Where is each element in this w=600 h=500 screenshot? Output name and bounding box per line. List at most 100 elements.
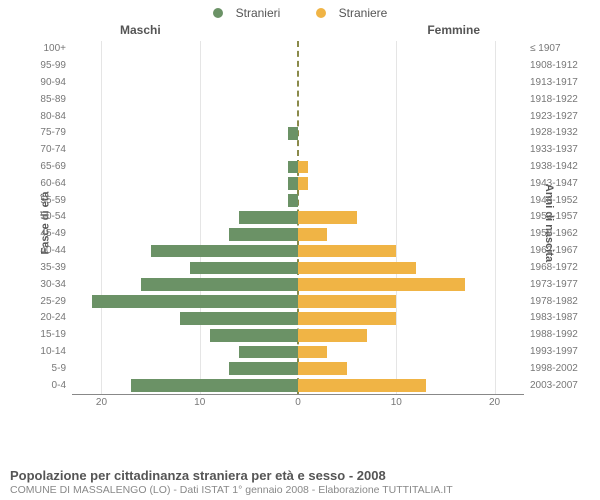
birth-year-label: 1953-1957 (530, 212, 578, 222)
age-label: 100+ (43, 44, 66, 54)
chart-row: 75-791928-1932 (72, 125, 524, 142)
bar-male (288, 161, 298, 174)
x-axis-ticks: 201001020 (72, 397, 524, 411)
birth-year-label: 1988-1992 (530, 330, 578, 340)
chart-row: 55-591948-1952 (72, 192, 524, 209)
legend-item-male: Stranieri (205, 6, 289, 20)
bar-male (180, 312, 298, 325)
birth-year-label: 1918-1922 (530, 95, 578, 105)
x-tick-label: 20 (96, 397, 107, 408)
age-label: 50-54 (40, 212, 66, 222)
age-label: 30-34 (40, 280, 66, 290)
bar-male (151, 245, 298, 258)
bar-female (298, 278, 465, 291)
chart-row: 35-391968-1972 (72, 260, 524, 277)
bar-male (288, 127, 298, 140)
chart-row: 90-941913-1917 (72, 75, 524, 92)
bar-female (298, 177, 308, 190)
age-label: 20-24 (40, 313, 66, 323)
bar-female (298, 228, 327, 241)
bar-male (239, 346, 298, 359)
column-title-male: Maschi (120, 23, 161, 37)
age-label: 95-99 (40, 61, 66, 71)
chart-row: 60-641943-1947 (72, 175, 524, 192)
legend-label-female: Straniere (339, 6, 388, 20)
chart-row: 65-691938-1942 (72, 159, 524, 176)
age-label: 85-89 (40, 95, 66, 105)
legend-item-female: Straniere (308, 6, 396, 20)
legend-swatch-female (316, 8, 326, 18)
birth-year-label: 1993-1997 (530, 347, 578, 357)
bar-male (288, 194, 298, 207)
chart-row: 85-891918-1922 (72, 91, 524, 108)
birth-year-label: 1913-1917 (530, 78, 578, 88)
bar-female (298, 295, 396, 308)
birth-year-label: 1933-1937 (530, 145, 578, 155)
bar-male (131, 379, 298, 392)
birth-year-label: 1978-1982 (530, 297, 578, 307)
chart-row: 30-341973-1977 (72, 276, 524, 293)
birth-year-label: 1908-1912 (530, 61, 578, 71)
bar-male (288, 177, 298, 190)
birth-year-label: 1958-1962 (530, 229, 578, 239)
birth-year-label: 1968-1972 (530, 263, 578, 273)
bar-female (298, 346, 327, 359)
age-label: 65-69 (40, 162, 66, 172)
x-tick-label: 20 (489, 397, 500, 408)
bar-female (298, 245, 396, 258)
chart-row: 50-541953-1957 (72, 209, 524, 226)
bar-female (298, 312, 396, 325)
column-title-female: Femmine (427, 23, 480, 37)
chart-row: 0-42003-2007 (72, 377, 524, 394)
chart-area: Maschi Femmine Fasce di età Anni di nasc… (20, 23, 580, 423)
birth-year-label: 2003-2007 (530, 381, 578, 391)
chart-row: 15-191988-1992 (72, 327, 524, 344)
chart-footer: Popolazione per cittadinanza straniera p… (10, 468, 590, 496)
birth-year-label: 1983-1987 (530, 313, 578, 323)
birth-year-label: ≤ 1907 (530, 44, 561, 54)
chart-row: 20-241983-1987 (72, 310, 524, 327)
age-label: 75-79 (40, 128, 66, 138)
age-label: 0-4 (52, 381, 66, 391)
x-tick-label: 10 (391, 397, 402, 408)
birth-year-label: 1928-1932 (530, 128, 578, 138)
age-label: 15-19 (40, 330, 66, 340)
bar-male (92, 295, 298, 308)
age-label: 25-29 (40, 297, 66, 307)
chart-row: 95-991908-1912 (72, 58, 524, 75)
birth-year-label: 1943-1947 (530, 179, 578, 189)
bar-male (141, 278, 298, 291)
age-label: 60-64 (40, 179, 66, 189)
age-label: 5-9 (52, 364, 66, 374)
chart-row: 40-441963-1967 (72, 243, 524, 260)
x-tick-label: 10 (194, 397, 205, 408)
age-label: 55-59 (40, 196, 66, 206)
bar-female (298, 211, 357, 224)
chart-subtitle: COMUNE DI MASSALENGO (LO) - Dati ISTAT 1… (10, 484, 590, 496)
chart-row: 80-841923-1927 (72, 108, 524, 125)
chart-row: 10-141993-1997 (72, 344, 524, 361)
bar-male (239, 211, 298, 224)
birth-year-label: 1998-2002 (530, 364, 578, 374)
bar-male (190, 262, 298, 275)
birth-year-label: 1948-1952 (530, 196, 578, 206)
age-label: 40-44 (40, 246, 66, 256)
chart-row: 70-741933-1937 (72, 142, 524, 159)
birth-year-label: 1963-1967 (530, 246, 578, 256)
age-label: 35-39 (40, 263, 66, 273)
bar-female (298, 262, 416, 275)
bar-male (229, 362, 298, 375)
age-label: 45-49 (40, 229, 66, 239)
chart-row: 45-491958-1962 (72, 226, 524, 243)
bar-male (229, 228, 298, 241)
birth-year-label: 1938-1942 (530, 162, 578, 172)
age-label: 70-74 (40, 145, 66, 155)
chart-row: 100+≤ 1907 (72, 41, 524, 58)
birth-year-label: 1923-1927 (530, 112, 578, 122)
age-label: 10-14 (40, 347, 66, 357)
legend: Stranieri Straniere (0, 0, 600, 23)
birth-year-label: 1973-1977 (530, 280, 578, 290)
legend-label-male: Stranieri (236, 6, 281, 20)
age-label: 80-84 (40, 112, 66, 122)
bar-male (210, 329, 298, 342)
